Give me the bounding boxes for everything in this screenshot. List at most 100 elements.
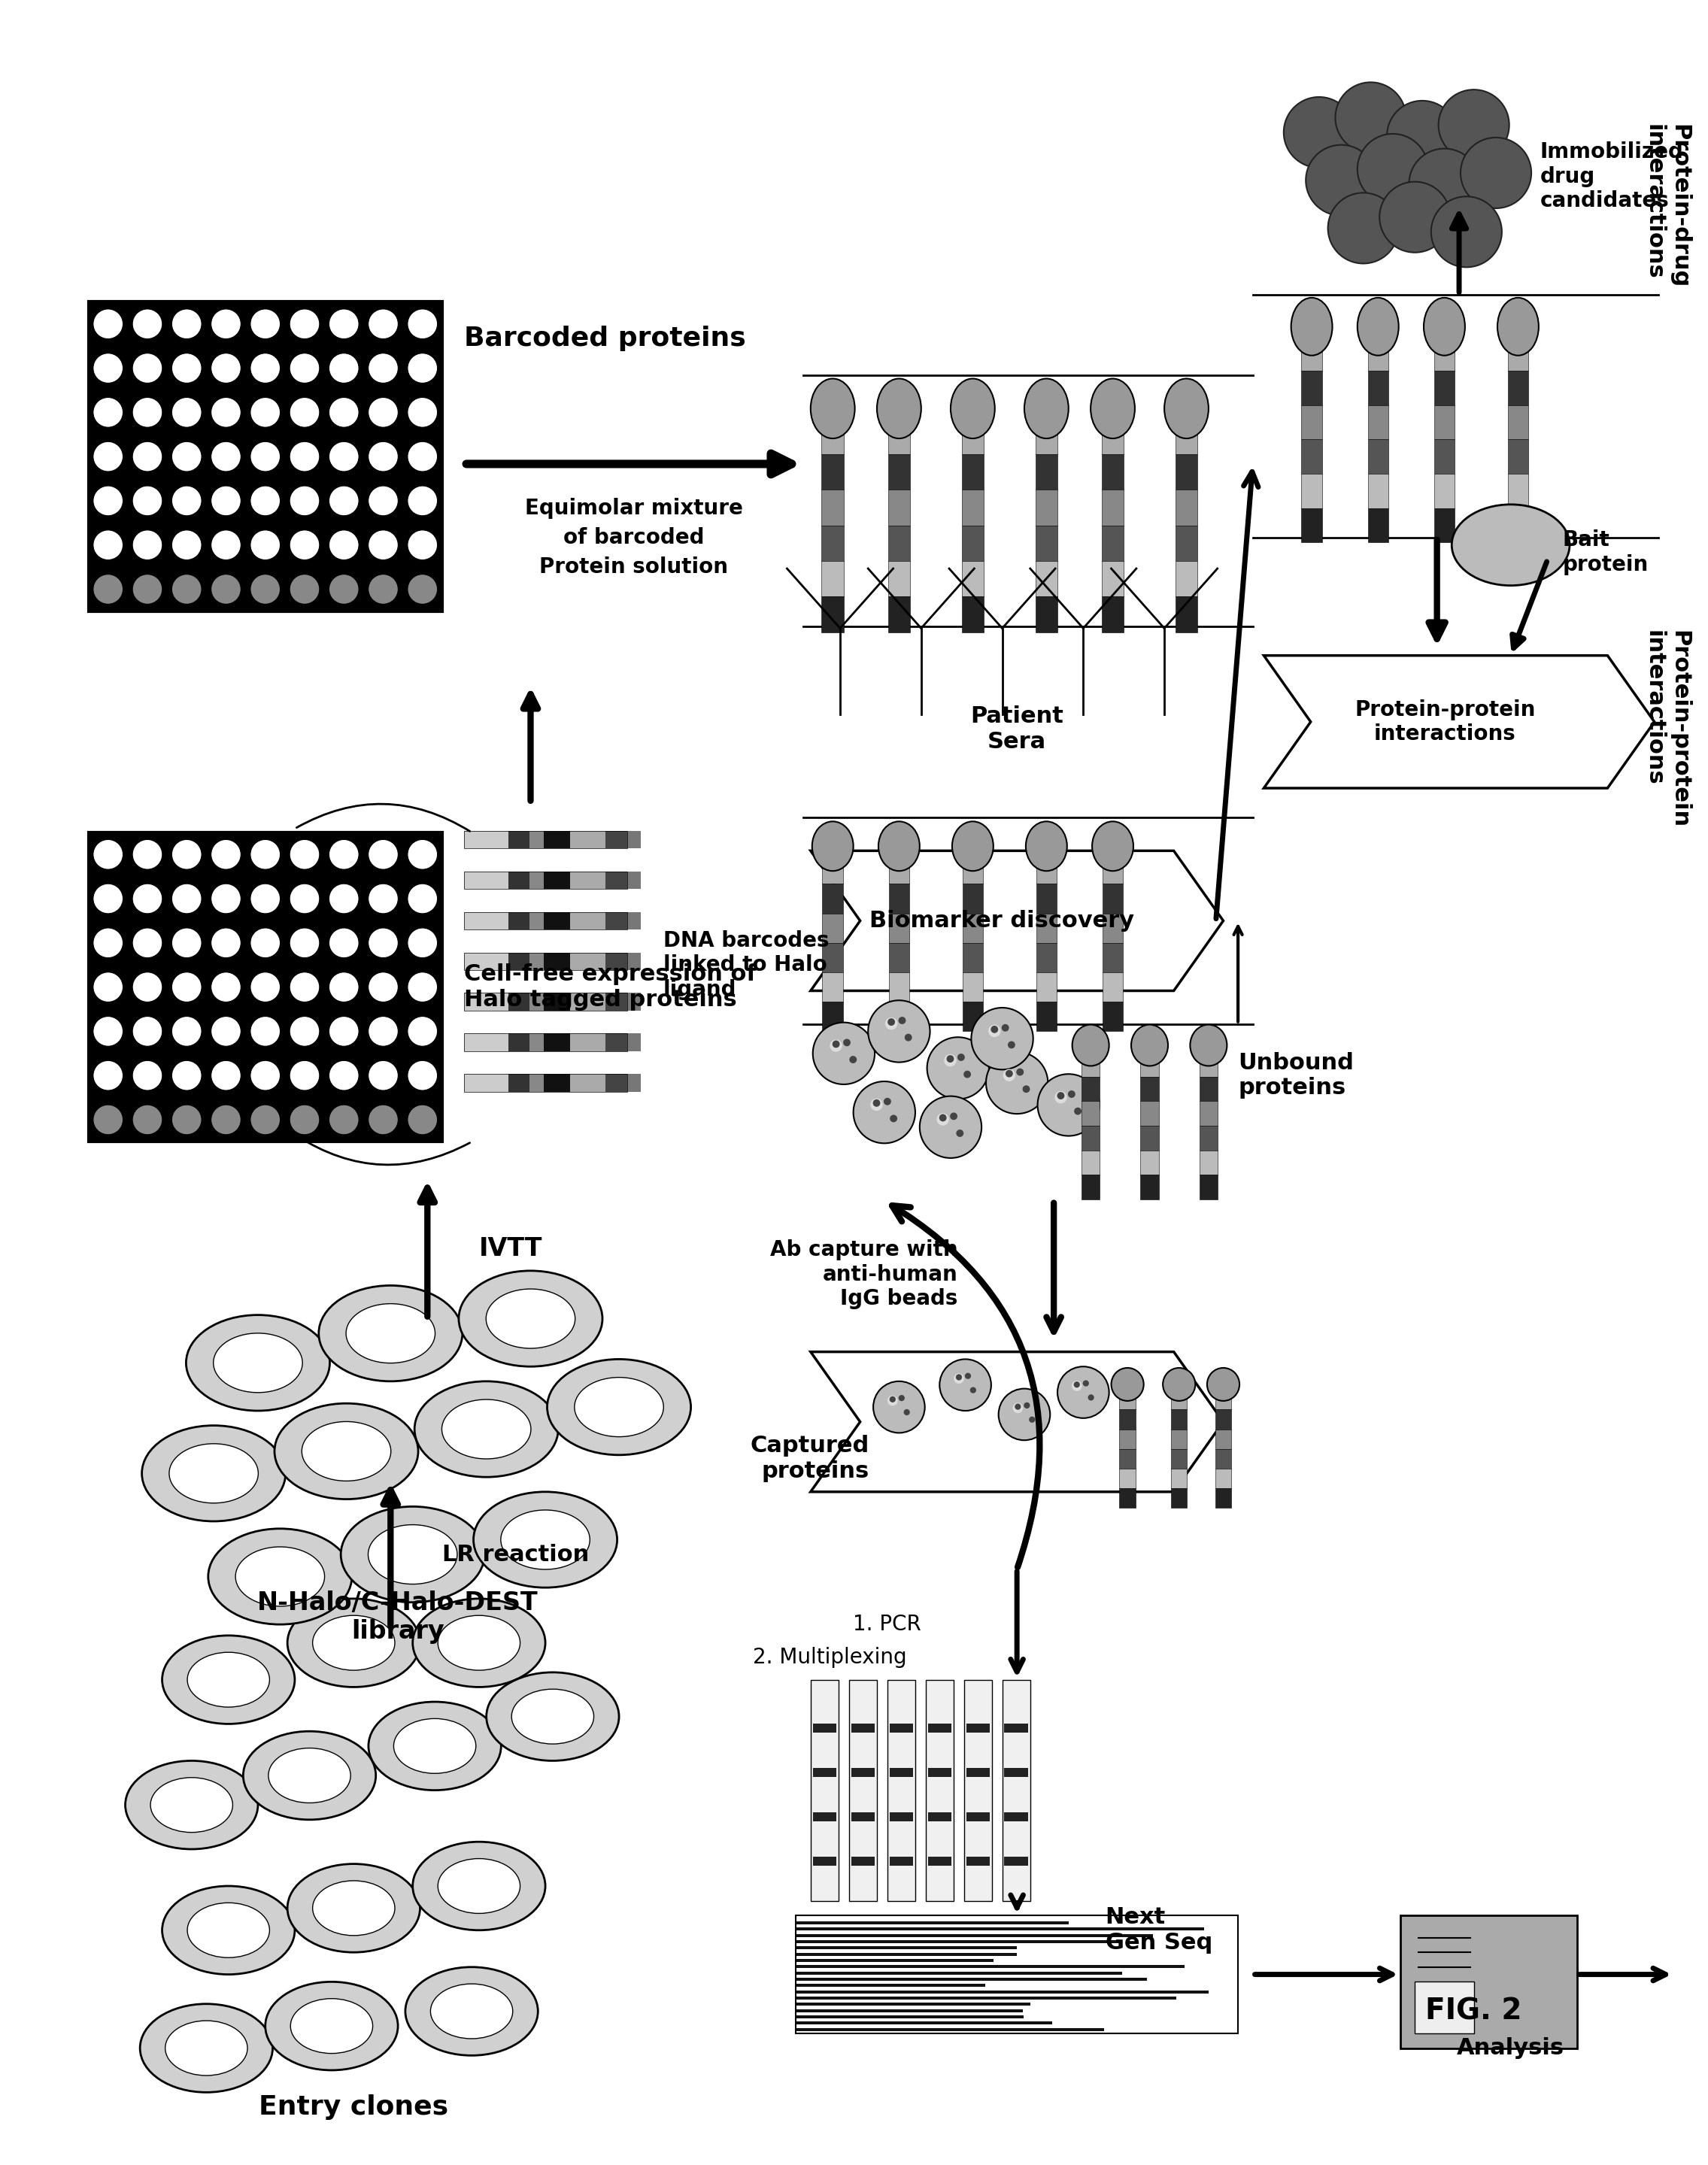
Bar [967,1769,989,1777]
Bar [1081,1102,1100,1126]
Bar [1368,439,1389,474]
Circle shape [868,1000,929,1063]
Ellipse shape [150,1777,232,1832]
Circle shape [251,530,280,561]
Circle shape [408,353,437,383]
Bar [1172,1487,1187,1507]
Ellipse shape [393,1719,477,1773]
Ellipse shape [188,1652,270,1708]
Bar [796,1972,1122,1974]
Bar [465,870,509,890]
Text: Barcoded proteins: Barcoded proteins [465,327,746,351]
Circle shape [290,1061,319,1091]
Circle shape [369,574,398,604]
Ellipse shape [319,1286,463,1381]
Circle shape [1003,1070,1015,1080]
Ellipse shape [236,1546,325,1606]
Bar [888,455,910,489]
Bar [529,911,543,929]
Circle shape [290,442,319,472]
Circle shape [330,442,359,472]
Bar [796,1966,1184,1968]
Bar [1301,474,1322,509]
Bar [570,953,606,970]
Bar [1368,336,1389,370]
Ellipse shape [162,1886,295,1974]
Bar [888,883,909,914]
Circle shape [212,1015,241,1046]
Circle shape [369,1015,398,1046]
Ellipse shape [313,1615,395,1669]
Circle shape [330,840,359,870]
Bar [1301,439,1322,474]
Circle shape [1068,1091,1076,1098]
Bar [627,953,640,970]
Ellipse shape [1027,821,1068,870]
Circle shape [1074,1381,1079,1388]
Text: Immobilized
drug
candidates: Immobilized drug candidates [1541,141,1684,212]
Bar [465,1074,509,1091]
Bar [509,911,529,929]
Circle shape [251,442,280,472]
Circle shape [330,883,359,914]
Circle shape [408,485,437,515]
Bar [1081,1176,1100,1199]
Bar [1199,1126,1218,1150]
Text: Analysis: Analysis [1457,2037,1565,2059]
Bar [1508,439,1529,474]
Circle shape [251,485,280,515]
Ellipse shape [413,1842,545,1931]
Circle shape [885,1018,897,1031]
Circle shape [173,1104,202,1134]
Bar [1141,1150,1158,1176]
Circle shape [1088,1394,1095,1401]
Bar [1214,1429,1231,1448]
Bar [1004,1723,1028,1732]
Bar [543,953,570,970]
Circle shape [290,972,319,1002]
Circle shape [890,1396,895,1403]
Bar [1368,474,1389,509]
Circle shape [1380,182,1450,253]
Bar [1199,1102,1218,1126]
Circle shape [919,1095,982,1158]
Bar [1214,1487,1231,1507]
Bar [1368,405,1389,439]
Bar [1301,370,1322,405]
Circle shape [94,310,123,340]
Bar [1035,561,1057,598]
Circle shape [936,1113,950,1126]
Circle shape [1327,193,1399,264]
Ellipse shape [369,1524,458,1585]
Bar [1102,944,1124,972]
Bar [465,994,627,1011]
Ellipse shape [214,1334,302,1392]
Circle shape [251,1015,280,1046]
Circle shape [251,1104,280,1134]
Bar [851,1769,874,1777]
Bar [962,1002,984,1031]
Bar [543,1074,570,1091]
Bar [627,911,640,929]
Bar [1081,1126,1100,1150]
Circle shape [970,1388,977,1394]
Bar [822,883,844,914]
Bar [543,911,570,929]
Ellipse shape [459,1271,603,1366]
Bar [465,911,627,929]
Ellipse shape [1163,1368,1196,1401]
Circle shape [1008,1041,1015,1048]
Bar [888,526,910,561]
Ellipse shape [1190,1024,1226,1065]
Circle shape [408,972,437,1002]
Bar [529,1033,543,1052]
Circle shape [212,398,241,427]
Bar [627,994,640,1011]
Circle shape [1016,1067,1023,1076]
Bar [1141,1052,1158,1076]
Circle shape [330,1104,359,1134]
Bar [1119,1409,1136,1429]
Circle shape [1387,102,1457,171]
Bar [1175,598,1197,632]
Bar [1037,855,1057,883]
